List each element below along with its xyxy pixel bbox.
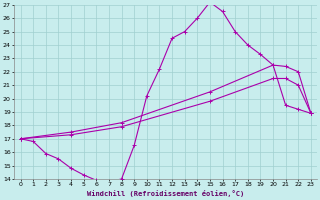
X-axis label: Windchill (Refroidissement éolien,°C): Windchill (Refroidissement éolien,°C) <box>87 190 244 197</box>
